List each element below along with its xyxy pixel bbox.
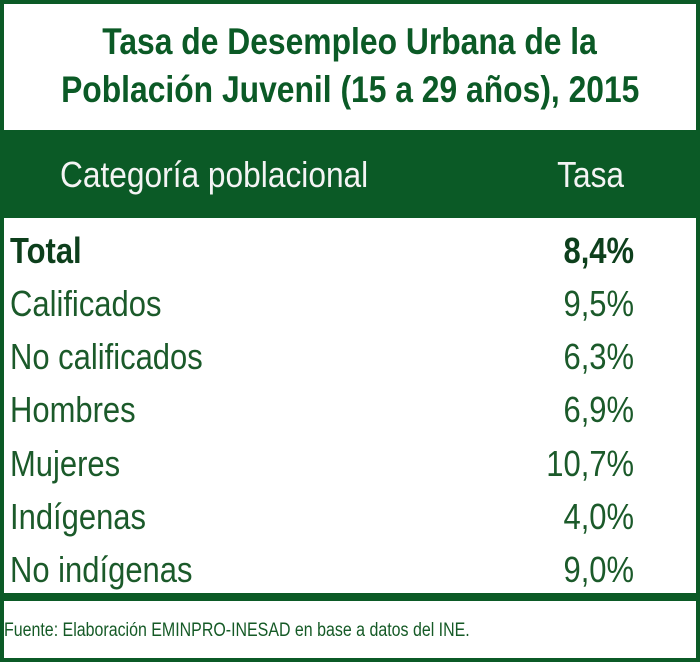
row-rate: 9,0% [563, 549, 634, 590]
table-header: Categoría poblacional Tasa [0, 130, 700, 218]
row-category: Total [10, 230, 82, 271]
header-rate: Tasa [557, 154, 624, 195]
row-category: Hombres [10, 389, 136, 430]
row-category: No calificados [10, 336, 203, 377]
table-row: Indígenas 4,0% [0, 490, 700, 543]
row-rate: 9,5% [563, 283, 634, 324]
page-title: Tasa de Desempleo Urbana de la Población… [4, 4, 696, 130]
table-row: Calificados 9,5% [0, 277, 700, 330]
header-category: Categoría poblacional [60, 154, 369, 195]
table-row: Mujeres 10,7% [0, 437, 700, 490]
row-category: Mujeres [10, 443, 121, 484]
table-row: No indígenas 9,0% [0, 543, 700, 596]
row-rate: 6,3% [563, 336, 634, 377]
source-note: Fuente: Elaboración EMINPRO-INESAD en ba… [4, 620, 470, 641]
table-row: Hombres 6,9% [0, 383, 700, 436]
row-rate: 8,4% [563, 230, 634, 271]
row-category: No indígenas [10, 549, 193, 590]
footer-divider [0, 593, 700, 601]
row-category: Calificados [10, 283, 162, 324]
row-rate: 6,9% [563, 389, 634, 430]
row-rate: 10,7% [546, 443, 634, 484]
row-category: Indígenas [10, 496, 147, 537]
title-line-1: Tasa de Desempleo Urbana de la [102, 21, 598, 62]
row-rate: 4,0% [563, 496, 634, 537]
title-line-2: Población Juvenil (15 a 29 años), 2015 [60, 69, 640, 110]
table-row-total: Total 8,4% [0, 224, 700, 277]
table-row: No calificados 6,3% [0, 330, 700, 383]
